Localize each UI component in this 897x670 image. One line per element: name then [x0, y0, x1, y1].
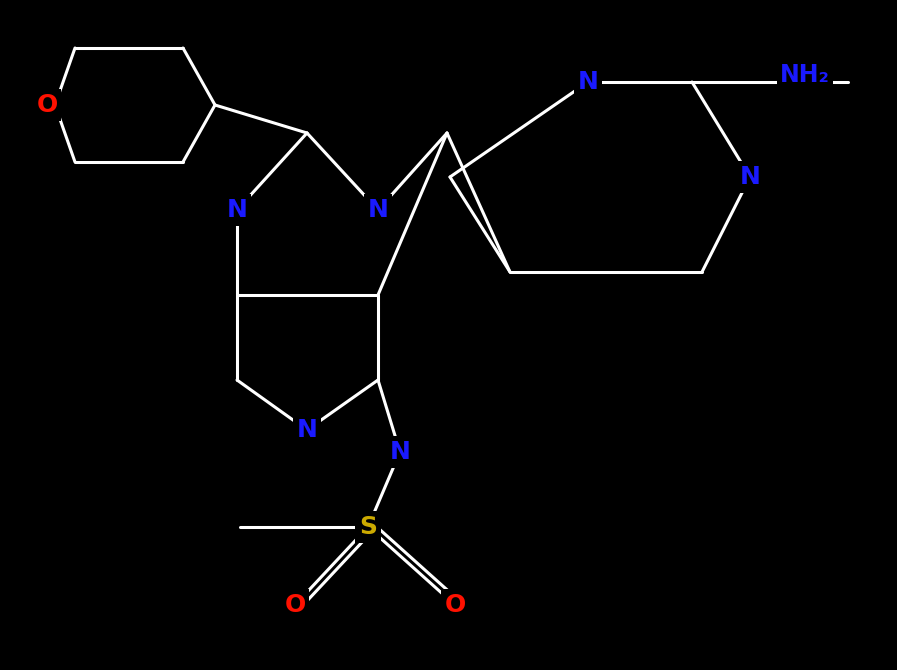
Text: O: O [444, 593, 466, 617]
Text: N: N [368, 198, 388, 222]
Text: N: N [297, 418, 318, 442]
Text: O: O [284, 593, 306, 617]
Text: O: O [37, 93, 57, 117]
Text: N: N [578, 70, 598, 94]
Text: N: N [389, 440, 411, 464]
Text: S: S [359, 515, 377, 539]
Text: NH₂: NH₂ [780, 63, 830, 87]
Text: N: N [227, 198, 248, 222]
Text: N: N [739, 165, 761, 189]
